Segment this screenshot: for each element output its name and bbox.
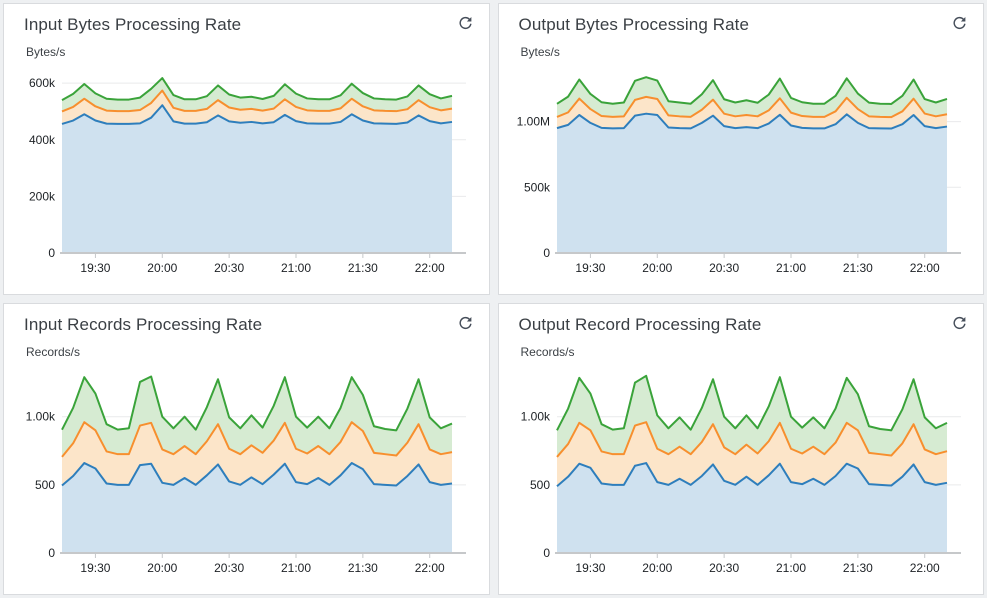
line-orange — [61, 89, 453, 113]
x-tick-label: 21:30 — [842, 261, 872, 275]
output-bytes-chart: 19:30 20:00 20:30 21:00 21:30 22:00 0 500k 1.00M — [505, 61, 984, 288]
refresh-icon — [953, 316, 966, 330]
line-blue — [61, 104, 453, 125]
panel-output-bytes-rate: Output Bytes Processing Rate Bytes/s 19:… — [497, 3, 984, 295]
x-tick-label: 20:00 — [642, 261, 672, 275]
x-tick-label: 19:30 — [80, 261, 110, 275]
x-tick-label: 20:30 — [214, 561, 244, 575]
line-green — [555, 76, 947, 105]
y-tick-label: 0 — [48, 546, 55, 560]
x-tick-label: 20:30 — [709, 561, 739, 575]
y-axis-unit-label: Bytes/s — [26, 45, 66, 59]
chart-plot: 19:30 20:00 20:30 21:00 21:30 22:00 0 500k 1.00M — [516, 76, 961, 275]
chart-title: Output Record Processing Rate — [518, 315, 762, 334]
x-tick-label: 21:00 — [775, 261, 805, 275]
x-tick-label: 22:00 — [415, 561, 445, 575]
x-tick-label: 22:00 — [909, 261, 939, 275]
x-tick-label: 19:30 — [575, 561, 605, 575]
x-tick-label: 20:00 — [642, 561, 672, 575]
line-blue — [556, 112, 947, 130]
x-tick-label: 19:30 — [80, 561, 110, 575]
refresh-icon — [459, 16, 472, 30]
area-blue — [62, 463, 452, 553]
y-tick-label: 1.00k — [520, 410, 550, 424]
line-green — [555, 374, 947, 432]
refresh-button[interactable] — [950, 14, 969, 33]
input-records-chart: 19:30 20:00 20:30 21:00 21:30 22:00 0 500 1.00k — [10, 361, 489, 588]
line-green — [61, 77, 453, 102]
panel-output-records-rate: Output Record Processing Rate Records/s … — [497, 303, 984, 595]
y-tick-label: 400k — [29, 133, 56, 147]
panel-input-bytes-rate: Input Bytes Processing Rate Bytes/s 19:3… — [3, 3, 490, 295]
x-tick-label: 21:30 — [348, 261, 378, 275]
output-records-chart: 19:30 20:00 20:30 21:00 21:30 22:00 0 500 1.00k — [505, 361, 984, 588]
x-tick-label: 20:30 — [214, 261, 244, 275]
chart-title: Output Bytes Processing Rate — [518, 15, 750, 34]
x-tick-label: 21:00 — [281, 261, 311, 275]
refresh-button[interactable] — [456, 314, 475, 333]
line-orange — [556, 95, 947, 119]
chart-title: Input Bytes Processing Rate — [24, 15, 242, 34]
area-blue — [556, 463, 947, 553]
y-axis-unit-label: Records/s — [26, 345, 81, 359]
y-tick-label: 600k — [29, 76, 56, 90]
y-tick-label: 1.00k — [26, 410, 56, 424]
panel-header: Input Records Processing Rate — [4, 304, 489, 335]
y-tick-label: 500 — [35, 478, 55, 492]
chart-title: Input Records Processing Rate — [24, 315, 263, 334]
y-tick-label: 500 — [529, 478, 549, 492]
input-bytes-chart: 19:30 20:00 20:30 21:00 21:30 22:00 0 200k 400k 6… — [10, 61, 489, 288]
x-tick-label: 21:00 — [775, 561, 805, 575]
x-tick-label: 20:00 — [147, 261, 177, 275]
x-tick-label: 21:00 — [281, 561, 311, 575]
line-blue — [61, 462, 453, 487]
y-tick-label: 1.00M — [516, 115, 549, 129]
refresh-button[interactable] — [950, 314, 969, 333]
y-tick-label: 200k — [29, 189, 56, 203]
x-tick-label: 20:30 — [709, 261, 739, 275]
area-blue — [556, 113, 947, 253]
refresh-button[interactable] — [456, 14, 475, 33]
line-orange — [555, 421, 947, 458]
chart-plot: 19:30 20:00 20:30 21:00 21:30 22:00 0 500 1.00k — [26, 375, 466, 575]
y-tick-label: 0 — [543, 246, 550, 260]
panel-header: Output Record Processing Rate — [499, 304, 984, 335]
y-tick-label: 0 — [48, 246, 55, 260]
x-tick-label: 19:30 — [575, 261, 605, 275]
y-tick-label: 0 — [543, 546, 550, 560]
area-blue — [62, 105, 452, 253]
y-axis-unit-label: Records/s — [520, 345, 575, 359]
panel-header: Output Bytes Processing Rate — [499, 4, 984, 35]
line-blue — [555, 462, 947, 487]
panel-input-records-rate: Input Records Processing Rate Records/s … — [3, 303, 490, 595]
line-orange — [61, 421, 453, 458]
y-axis-unit-label: Bytes/s — [520, 45, 560, 59]
line-green — [61, 375, 453, 432]
x-tick-label: 20:00 — [147, 561, 177, 575]
x-tick-label: 21:30 — [842, 561, 872, 575]
x-tick-label: 21:30 — [348, 561, 378, 575]
y-tick-label: 500k — [523, 180, 550, 194]
x-tick-label: 22:00 — [909, 561, 939, 575]
refresh-icon — [459, 316, 472, 330]
panel-header: Input Bytes Processing Rate — [4, 4, 489, 35]
x-tick-label: 22:00 — [415, 261, 445, 275]
chart-plot: 19:30 20:00 20:30 21:00 21:30 22:00 0 500 1.00k — [520, 374, 961, 575]
chart-plot: 19:30 20:00 20:30 21:00 21:30 22:00 0 200k 400k 6… — [29, 76, 466, 275]
refresh-icon — [953, 16, 966, 30]
